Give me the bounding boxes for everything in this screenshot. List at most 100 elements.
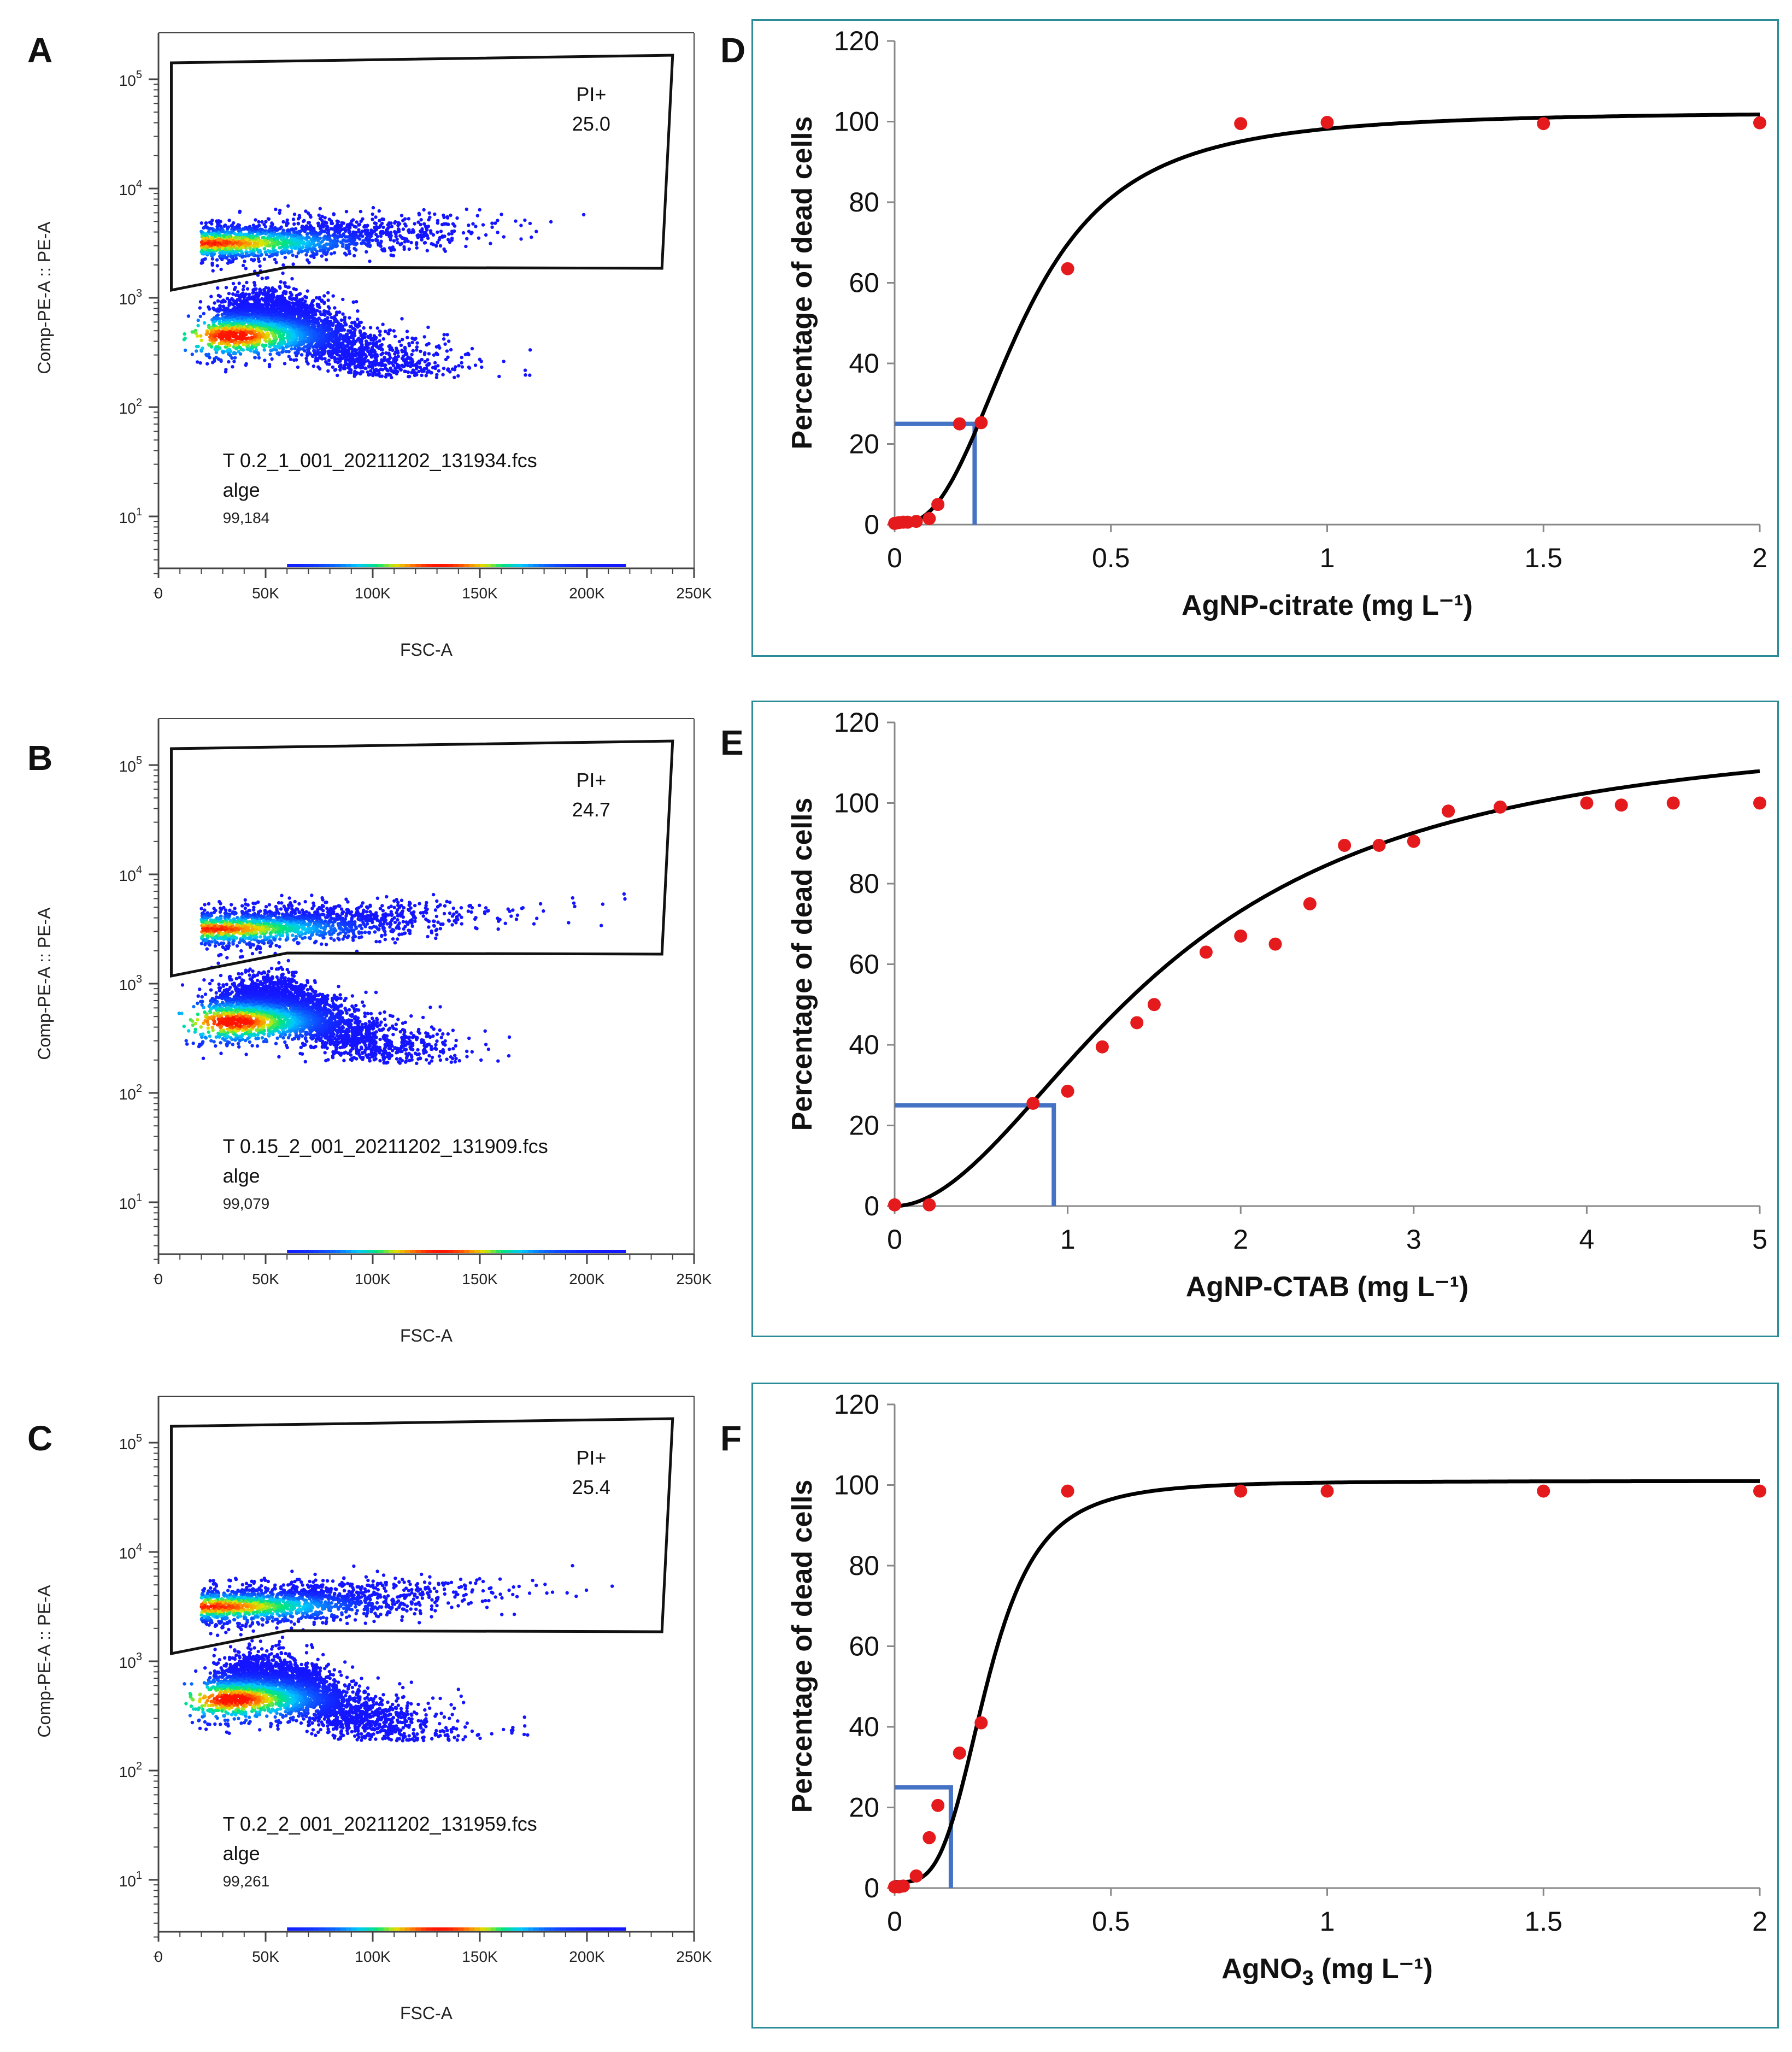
event-dot — [374, 215, 377, 219]
event-dot — [210, 318, 214, 321]
event-dot — [305, 360, 308, 363]
event-dot — [348, 347, 351, 350]
event-dot — [272, 244, 275, 248]
event-dot — [202, 312, 205, 315]
flow-y-tick-label: 102 — [119, 1083, 142, 1103]
event-dot — [348, 252, 351, 255]
event-dot — [316, 327, 320, 331]
event-dot — [230, 340, 233, 343]
event-dot — [208, 343, 211, 346]
event-dot — [228, 316, 232, 319]
flow-events — [178, 892, 627, 1065]
event-dot — [209, 333, 213, 337]
flow-y-tick-label: 103 — [119, 287, 142, 308]
event-dot — [391, 369, 395, 373]
event-dot — [403, 346, 407, 349]
event-dot — [257, 340, 261, 343]
event-dot — [376, 326, 379, 330]
event-dot — [360, 370, 363, 373]
event-dot — [412, 230, 415, 233]
event-dot — [346, 366, 350, 369]
event-dot — [216, 264, 219, 267]
event-dot — [426, 249, 429, 252]
event-dot — [227, 231, 231, 234]
event-dot — [378, 209, 381, 213]
event-dot — [425, 367, 428, 370]
event-dot — [298, 347, 301, 350]
event-dot — [354, 366, 357, 369]
event-dot — [238, 210, 242, 213]
event-dot — [216, 286, 219, 290]
event-dot — [227, 324, 231, 327]
event-dot — [335, 310, 338, 314]
event-dot — [378, 226, 381, 229]
event-dot — [249, 326, 252, 330]
event-dot — [252, 325, 256, 328]
event-dot — [326, 326, 330, 329]
event-dot — [297, 313, 300, 316]
event-dot — [322, 302, 326, 305]
event-dot — [221, 335, 225, 338]
event-dot — [270, 357, 273, 361]
event-dot — [291, 330, 295, 333]
event-dot — [404, 370, 407, 373]
event-dot — [333, 251, 336, 254]
event-dot — [309, 224, 312, 227]
flow-y-tick-exp: 5 — [136, 755, 142, 767]
event-dot — [327, 358, 331, 362]
event-dot — [327, 351, 330, 355]
event-dot — [419, 218, 422, 221]
event-dot — [462, 231, 465, 234]
event-dot — [302, 220, 305, 223]
event-dot — [316, 238, 320, 241]
event-dot — [187, 314, 190, 317]
event-dot — [298, 331, 301, 334]
event-dot — [303, 349, 306, 352]
event-dot — [443, 234, 446, 238]
event-dot — [204, 221, 208, 225]
event-dot — [320, 219, 324, 222]
event-dot — [297, 251, 300, 255]
event-dot — [322, 352, 326, 355]
event-dot — [333, 368, 337, 372]
event-dot — [349, 371, 352, 374]
event-dot — [292, 302, 296, 305]
event-dot — [313, 252, 316, 256]
event-dot — [274, 240, 278, 243]
flow-y-tick-exp: 1 — [136, 506, 142, 518]
event-dot — [330, 252, 333, 255]
event-dot — [369, 326, 372, 329]
flow-y-tick-label: 104 — [119, 864, 142, 884]
event-dot — [371, 364, 374, 367]
event-dot — [255, 242, 258, 245]
event-dot — [423, 335, 426, 338]
event-dot — [323, 357, 326, 360]
event-dot — [285, 345, 288, 349]
event-dot — [377, 369, 380, 372]
event-dot — [239, 250, 243, 253]
event-dot — [258, 264, 262, 268]
event-dot — [264, 336, 267, 339]
event-dot — [274, 302, 277, 305]
flow-x-axis-title: FSC-A — [400, 640, 453, 660]
event-dot — [318, 214, 321, 217]
event-dot — [267, 217, 270, 220]
event-dot — [303, 299, 307, 303]
event-dot — [273, 329, 277, 332]
event-dot — [426, 358, 429, 361]
event-dot — [528, 348, 532, 351]
event-dot — [210, 330, 214, 333]
event-dot — [271, 340, 274, 343]
event-dot — [442, 367, 445, 370]
event-dot — [295, 330, 298, 333]
event-dot — [352, 247, 356, 250]
event-dot — [236, 290, 239, 293]
flow-y-tick-base: 10 — [119, 1086, 136, 1103]
event-dot — [348, 239, 351, 242]
flow-x-tick-label: 250K — [676, 1271, 712, 1287]
event-dot — [207, 326, 210, 329]
event-dot — [221, 246, 224, 250]
event-dot — [306, 249, 309, 252]
event-dot — [407, 229, 410, 232]
